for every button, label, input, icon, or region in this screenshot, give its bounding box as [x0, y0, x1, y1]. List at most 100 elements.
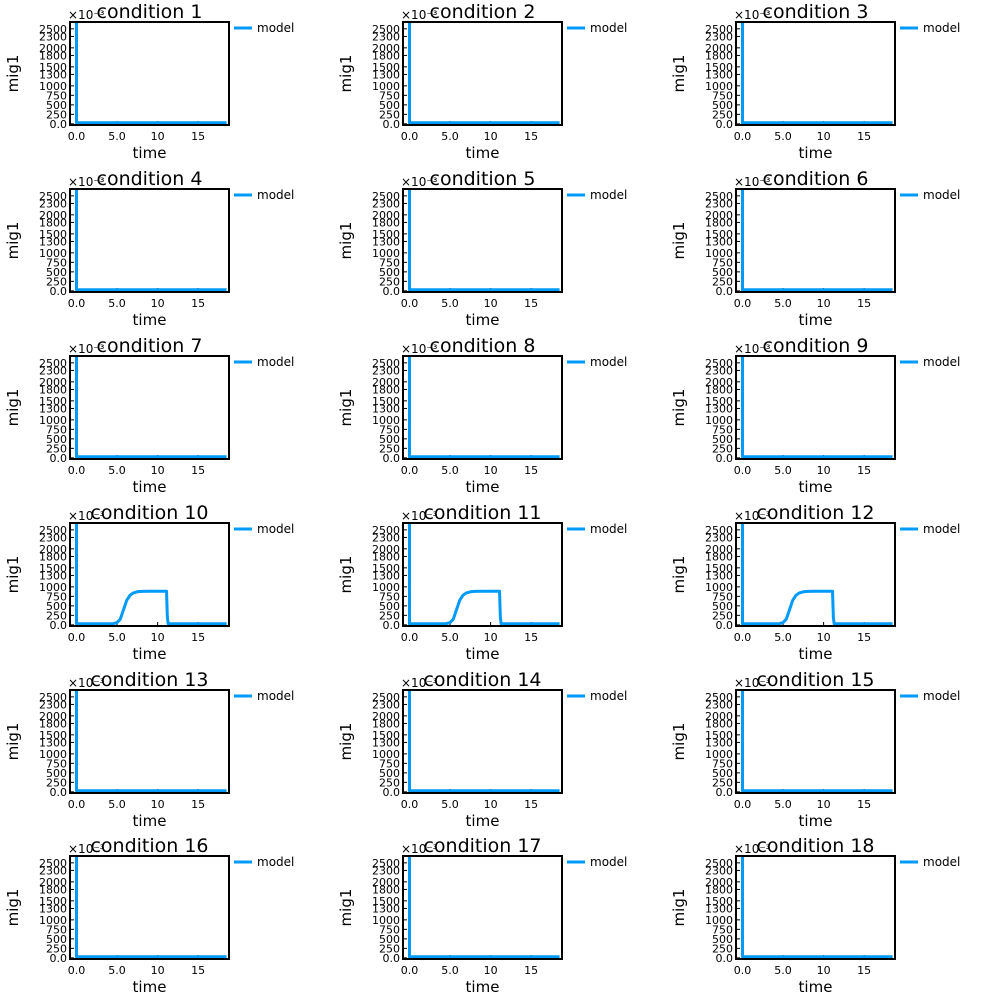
subplot-13: 0.02505007501000130015001800200023002500… — [4, 669, 294, 830]
subplot-title: condition 10 — [90, 502, 208, 524]
x-tick-label: 10 — [484, 464, 498, 477]
y-tick-label: 0.0 — [383, 285, 401, 298]
x-tick-label: 5.0 — [108, 964, 126, 977]
y-tick-label: 1500 — [705, 729, 733, 742]
legend: model — [234, 355, 294, 369]
y-tick-label: 750 — [712, 89, 733, 102]
y-tick-label: 750 — [379, 256, 400, 269]
y-tick-label: 2500 — [705, 357, 733, 370]
series-line-model — [407, 523, 560, 626]
y-tick-label: 1300 — [39, 235, 67, 248]
x-tick-label: 0.0 — [734, 130, 752, 143]
y-tick-label: 1000 — [39, 247, 67, 260]
subplot-title: condition 13 — [90, 669, 208, 691]
y-multiplier: ×10⁻³ — [401, 342, 438, 356]
legend: model — [900, 522, 960, 536]
y-tick-label: 2300 — [372, 30, 400, 43]
y-axis-label: mig1 — [670, 55, 688, 93]
y-tick-label: 2500 — [39, 524, 67, 537]
legend: model — [234, 188, 294, 202]
y-tick-label: 750 — [46, 256, 67, 269]
legend: model — [567, 188, 627, 202]
y-tick-label: 500 — [379, 433, 400, 446]
y-tick-label: 1500 — [705, 395, 733, 408]
subplot-title: condition 1 — [97, 1, 203, 23]
y-tick-label: 250 — [46, 442, 67, 455]
y-multiplier: ×10⁻³ — [734, 175, 771, 189]
y-tick-label: 1300 — [372, 736, 400, 749]
y-tick-label: 0.0 — [383, 786, 401, 799]
x-tick-label: 0.0 — [734, 964, 752, 977]
subplot-title: condition 18 — [756, 835, 874, 857]
series-line-model — [407, 856, 560, 959]
x-tick-label: 5.0 — [108, 798, 126, 811]
y-tick-label: 2000 — [372, 876, 400, 889]
y-tick-label: 1500 — [372, 228, 400, 241]
subplot-4: 0.02505007501000130015001800200023002500… — [4, 168, 294, 329]
y-tick-label: 1500 — [372, 61, 400, 74]
y-multiplier: ×10⁻³ — [68, 342, 105, 356]
subplot-title: condition 14 — [423, 669, 541, 691]
x-tick-label: 15 — [857, 964, 871, 977]
y-tick-label: 1500 — [39, 61, 67, 74]
subplot-9: 0.02505007501000130015001800200023002500… — [670, 335, 960, 496]
y-tick-label: 2000 — [705, 42, 733, 55]
y-tick-label: 0.0 — [50, 619, 68, 632]
y-tick-label: 250 — [712, 776, 733, 789]
y-axis-label: mig1 — [4, 222, 22, 260]
y-tick-label: 0.0 — [716, 118, 734, 131]
y-tick-label: 750 — [379, 89, 400, 102]
series-line-model — [74, 690, 227, 793]
y-tick-label: 1500 — [39, 228, 67, 241]
y-tick-label: 2300 — [372, 197, 400, 210]
x-tick-label: 5.0 — [774, 130, 792, 143]
y-tick-label: 1000 — [705, 414, 733, 427]
y-tick-label: 2500 — [372, 23, 400, 36]
y-tick-label: 750 — [712, 923, 733, 936]
x-tick-label: 0.0 — [68, 297, 86, 310]
plot-frame — [69, 188, 230, 293]
y-tick-label: 750 — [712, 256, 733, 269]
plot-frame — [402, 21, 563, 126]
x-tick-label: 0.0 — [734, 798, 752, 811]
y-tick-label: 2500 — [705, 524, 733, 537]
y-tick-label: 0.0 — [50, 952, 68, 965]
subplot-6: 0.02505007501000130015001800200023002500… — [670, 168, 960, 329]
y-tick-label: 2000 — [39, 376, 67, 389]
y-tick-label: 750 — [712, 423, 733, 436]
series-line-model — [407, 22, 560, 125]
y-axis-label: mig1 — [670, 389, 688, 427]
x-axis-label: time — [466, 812, 500, 830]
legend-label: model — [923, 188, 960, 202]
series-line-model — [407, 189, 560, 292]
x-tick-label: 10 — [151, 464, 165, 477]
subplot-15: 0.02505007501000130015001800200023002500… — [670, 669, 960, 830]
x-tick-label: 0.0 — [734, 297, 752, 310]
y-tick-label: 250 — [712, 609, 733, 622]
x-tick-label: 15 — [191, 130, 205, 143]
y-tick-label: 250 — [712, 275, 733, 288]
y-tick-label: 0.0 — [50, 118, 68, 131]
y-tick-label: 0.0 — [383, 619, 401, 632]
x-tick-label: 15 — [191, 964, 205, 977]
x-tick-label: 0.0 — [68, 130, 86, 143]
y-tick-label: 2000 — [372, 42, 400, 55]
y-tick-label: 1300 — [705, 736, 733, 749]
y-axis-label: mig1 — [670, 222, 688, 260]
y-tick-label: 750 — [712, 757, 733, 770]
y-multiplier: ×10⁻³ — [68, 676, 105, 690]
y-tick-label: 500 — [46, 433, 67, 446]
subplot-title: condition 17 — [423, 835, 541, 857]
series-line-model — [74, 356, 227, 459]
y-tick-label: 2500 — [705, 23, 733, 36]
subplot-8: 0.02505007501000130015001800200023002500… — [337, 335, 627, 496]
subplot-1: 0.02505007501000130015001800200023002500… — [4, 1, 294, 162]
y-tick-label: 2300 — [39, 364, 67, 377]
y-tick-label: 500 — [46, 266, 67, 279]
plot-frame — [402, 355, 563, 460]
y-tick-label: 500 — [379, 266, 400, 279]
y-tick-label: 1300 — [372, 68, 400, 81]
plot-frame — [735, 522, 896, 627]
y-tick-label: 0.0 — [716, 952, 734, 965]
legend: model — [900, 355, 960, 369]
